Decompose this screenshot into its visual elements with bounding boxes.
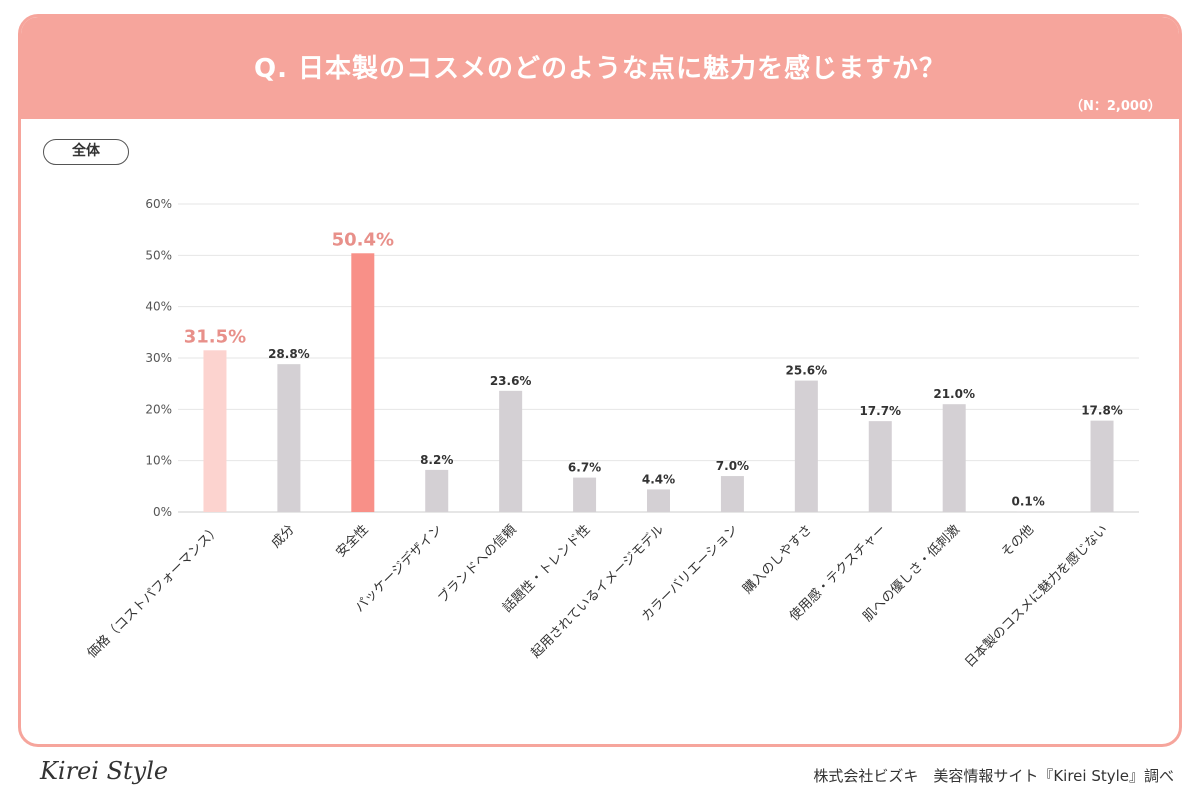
bar <box>868 421 892 512</box>
bar <box>499 390 523 512</box>
segment-badge: 全体 <box>43 139 129 165</box>
data-label: 25.6% <box>786 364 828 378</box>
bar <box>720 476 744 512</box>
x-category-label: 購入のしやすさ <box>740 522 815 597</box>
x-category-label: その他 <box>999 522 1037 560</box>
y-tick-label: 60% <box>145 197 172 211</box>
data-label: 4.4% <box>642 472 675 486</box>
bar <box>794 380 818 512</box>
bar <box>1090 420 1114 512</box>
bar-chart: 0% 10% 20% 30% 40% 50% 60% 31.5% 価格（コストパフォーマンス） 2… <box>84 197 1139 671</box>
x-category-label: 安全性 <box>333 522 372 561</box>
question-title: Q. 日本製のコスメのどのような点に魅力を感じますか？ <box>253 54 947 84</box>
source-credit: 株式会社ビズキ 美容情報サイト『Kirei Style』調べ <box>813 767 1174 785</box>
data-label: 31.5% <box>184 326 246 347</box>
bar <box>942 404 966 512</box>
y-tick-label: 30% <box>145 351 172 365</box>
y-tick-label: 0% <box>153 505 172 519</box>
bar <box>573 477 597 512</box>
x-category-label: 日本製のコスメに魅力を感じない <box>962 522 1111 671</box>
kirei-style-logo: Kirei Style <box>40 757 169 785</box>
header-band: Q. 日本製のコスメのどのような点に魅力を感じますか？ （N：2,000） <box>21 17 1179 119</box>
x-category-label: 起用されているイメージモデル <box>528 522 668 662</box>
sample-size: （N：2,000） <box>1069 99 1161 114</box>
data-label: 21.0% <box>933 387 975 401</box>
data-label: 23.6% <box>490 374 532 388</box>
data-label: 17.7% <box>859 404 901 418</box>
data-label: 50.4% <box>332 229 394 250</box>
data-label: 0.1% <box>1011 494 1044 508</box>
x-category-label: 成分 <box>269 522 298 551</box>
bar <box>647 489 670 512</box>
y-tick-label: 20% <box>145 402 172 416</box>
chart-card: Q. 日本製のコスメのどのような点に魅力を感じますか？ （N：2,000） 全体… <box>18 14 1182 747</box>
y-tick-label: 10% <box>145 454 172 468</box>
x-category-label: ブランドへの信頼 <box>435 522 520 607</box>
data-label: 17.8% <box>1081 404 1123 418</box>
y-tick-label: 40% <box>145 300 172 314</box>
data-label: 8.2% <box>420 453 453 467</box>
x-category-label: 価格（コストパフォーマンス） <box>84 522 224 662</box>
data-label: 6.7% <box>568 461 601 475</box>
bar <box>277 364 301 512</box>
bar <box>203 350 227 512</box>
data-label: 28.8% <box>268 347 310 361</box>
data-label: 7.0% <box>716 459 749 473</box>
bar <box>1016 511 1040 512</box>
bar <box>425 469 449 512</box>
y-tick-label: 50% <box>145 248 172 262</box>
bar <box>351 253 375 512</box>
